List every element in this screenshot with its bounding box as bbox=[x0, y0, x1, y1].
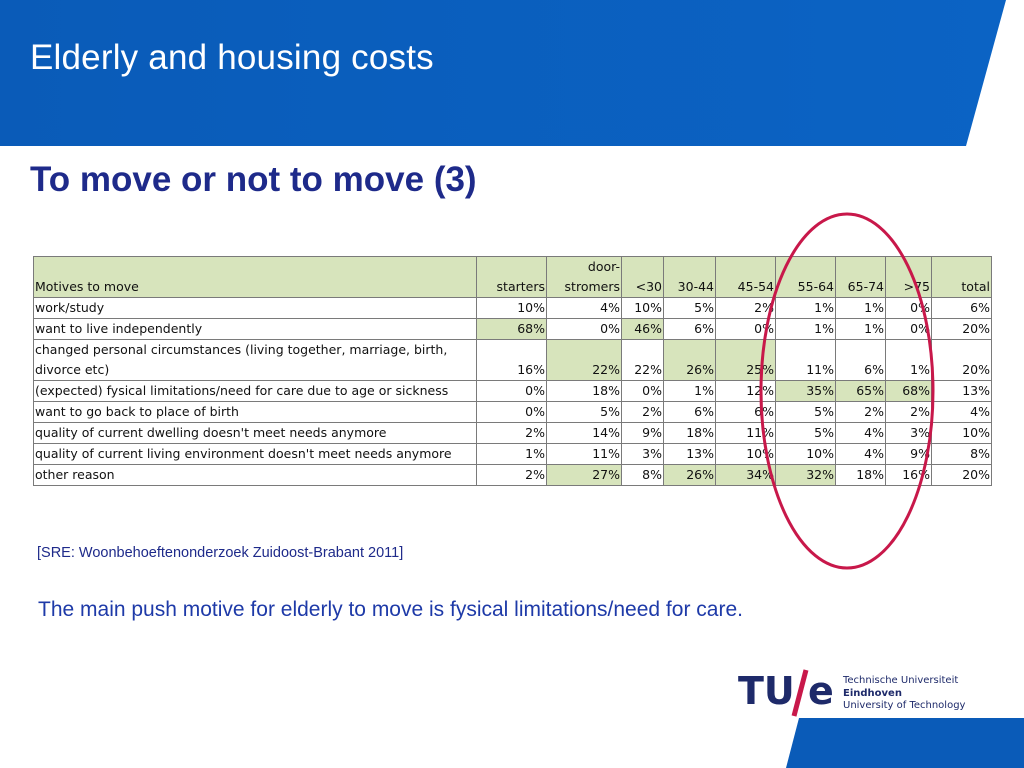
slide-title: Elderly and housing costs bbox=[30, 38, 434, 77]
table-cell: 26% bbox=[663, 339, 716, 381]
header-band bbox=[0, 0, 1006, 146]
table-cell: 8% bbox=[621, 464, 664, 486]
column-header: <30 bbox=[621, 256, 664, 298]
column-header: starters bbox=[476, 256, 547, 298]
column-header: 30-44 bbox=[663, 256, 716, 298]
table-cell: 26% bbox=[663, 464, 716, 486]
logo-tu: TU bbox=[738, 669, 795, 713]
row-label: (expected) fysical limitations/need for … bbox=[33, 380, 477, 402]
table-cell: 14% bbox=[546, 422, 622, 444]
row-label: quality of current living environment do… bbox=[33, 443, 477, 465]
column-header-line: stromers bbox=[564, 279, 620, 294]
row-label: other reason bbox=[33, 464, 477, 486]
logo-e: e bbox=[808, 669, 834, 713]
table-cell: 18% bbox=[663, 422, 716, 444]
table-cell: 5% bbox=[663, 297, 716, 319]
table-cell: 1% bbox=[663, 380, 716, 402]
column-header: Motives to move bbox=[33, 256, 477, 298]
table-cell: 3% bbox=[621, 443, 664, 465]
university-line: Technische Universiteit bbox=[843, 675, 959, 686]
table-cell: 13% bbox=[931, 380, 992, 402]
tue-logo-icon: TU e bbox=[738, 669, 834, 717]
table-cell: 16% bbox=[476, 339, 547, 381]
university-name: Technische Universiteit Eindhoven Univer… bbox=[843, 675, 965, 713]
table-cell: 20% bbox=[931, 339, 992, 381]
column-header: door-stromers bbox=[546, 256, 622, 298]
table-cell: 10% bbox=[621, 297, 664, 319]
table-cell: 2% bbox=[621, 401, 664, 423]
university-line: University of Technology bbox=[843, 700, 966, 711]
table-cell: 46% bbox=[621, 318, 664, 340]
university-line: Eindhoven bbox=[843, 687, 902, 699]
table-cell: 27% bbox=[546, 464, 622, 486]
column-header-line: door- bbox=[587, 259, 620, 274]
table-cell: 20% bbox=[931, 464, 992, 486]
source-citation: [SRE: Woonbehoeftenonderzoek Zuidoost-Br… bbox=[37, 545, 404, 561]
table-cell: 0% bbox=[546, 318, 622, 340]
conclusion-text: The main push motive for elderly to move… bbox=[38, 598, 743, 621]
row-label: want to go back to place of birth bbox=[33, 401, 477, 423]
table-cell: 22% bbox=[621, 339, 664, 381]
column-header: total bbox=[931, 256, 992, 298]
slide-subtitle: To move or not to move (3) bbox=[30, 160, 477, 199]
